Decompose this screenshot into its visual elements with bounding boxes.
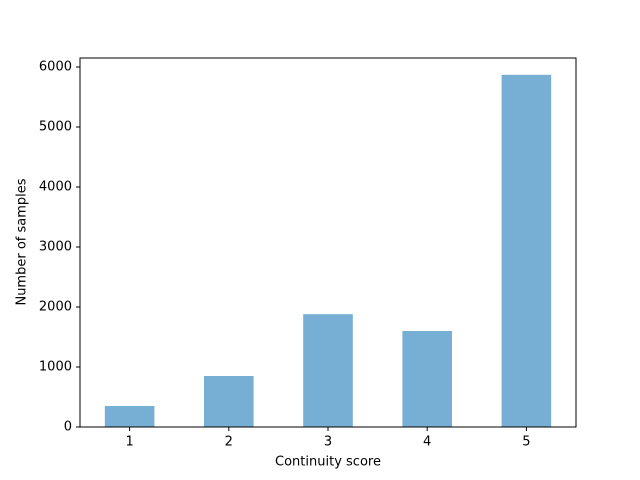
- y-tick-label: 1000: [39, 360, 72, 375]
- bar: [303, 314, 353, 427]
- y-axis-label: Number of samples: [15, 178, 30, 305]
- y-tick-label: 3000: [39, 240, 72, 255]
- bar: [402, 331, 452, 427]
- y-tick-label: 4000: [39, 180, 72, 195]
- y-tick-label: 5000: [39, 120, 72, 135]
- x-axis-label: Continuity score: [275, 455, 381, 470]
- bar: [104, 406, 155, 427]
- y-tick-label: 6000: [39, 60, 72, 75]
- x-tick-label: 2: [225, 435, 233, 450]
- x-tick-label: 4: [423, 435, 431, 450]
- x-tick-label: 3: [324, 435, 332, 450]
- x-tick-label: 5: [522, 435, 530, 450]
- bar: [204, 376, 254, 427]
- plot-frame: [79, 57, 577, 428]
- bar: [501, 74, 552, 428]
- y-tick-label: 2000: [39, 300, 72, 315]
- y-tick-label: 0: [64, 420, 72, 435]
- x-tick-label: 1: [125, 435, 133, 450]
